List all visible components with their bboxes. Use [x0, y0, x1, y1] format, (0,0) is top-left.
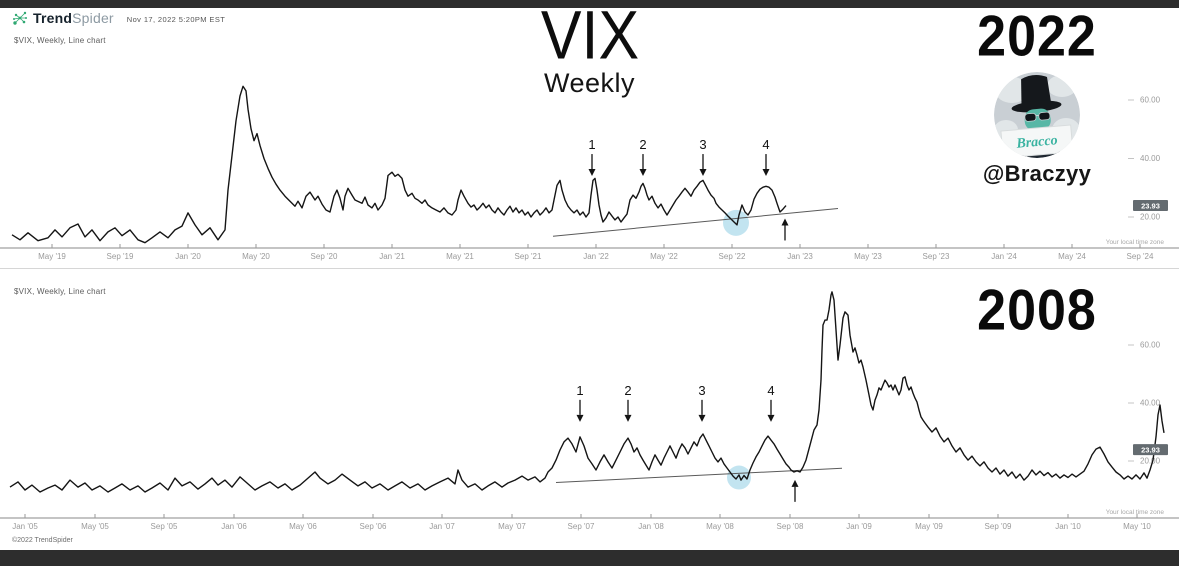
x-tick-label: May '22	[650, 252, 678, 261]
x-tick-label: May '23	[854, 252, 882, 261]
x-tick-label: May '07	[498, 522, 526, 531]
x-tick-label: May '20	[242, 252, 270, 261]
marker-label-4: 4	[767, 383, 774, 398]
x-tick-label: Jan '07	[429, 522, 455, 531]
x-tick-label: May '21	[446, 252, 474, 261]
x-tick-label: Sep '06	[360, 522, 387, 531]
x-tick-label: Sep '21	[515, 252, 542, 261]
avatar: Bracco	[994, 72, 1080, 158]
highlight-circle	[723, 209, 749, 236]
marker-label-4: 4	[762, 137, 769, 152]
timezone-note: Your local time zone	[1106, 509, 1165, 516]
vix-2022-chart-canvas[interactable]: May '19 Sep '19 Jan '20 May '20 Sep '20 Jan '…	[0, 8, 1179, 268]
brand-light: Spider	[72, 10, 114, 26]
sunglasses	[1024, 111, 1051, 122]
up-arrow-icon	[791, 479, 799, 487]
page-title: VIX	[540, 0, 639, 74]
x-tick-label: May '10	[1123, 522, 1151, 531]
last-price-badge: 23.93	[1133, 200, 1168, 212]
y-tick-label: 20.00	[1140, 213, 1161, 222]
x-tick-label: Jan '20	[175, 252, 201, 261]
x-tick-label: Jan '05	[12, 522, 38, 531]
x-tick-label: May '08	[706, 522, 734, 531]
last-price-badge: 23.93	[1133, 444, 1168, 456]
x-tick-label: Jan '23	[787, 252, 813, 261]
brand-bold: Trend	[33, 10, 73, 26]
x-tick-label: Sep '09	[985, 522, 1012, 531]
x-tick-label: Jan '24	[991, 252, 1017, 261]
price-line	[9, 291, 1165, 493]
x-tick-label: May '19	[38, 252, 66, 261]
timezone-note: Your local time zone	[1106, 239, 1165, 246]
x-tick-label: Jan '08	[638, 522, 664, 531]
sign-board: Bracco	[1000, 124, 1074, 158]
user-handle: @Braczyy	[982, 161, 1092, 186]
axis: Jan '05 May '05 Sep '05 Jan '06 May '06 Sep '…	[0, 341, 1179, 531]
annotations	[552, 208, 839, 237]
year-label-2022: 2022	[977, 4, 1097, 69]
x-tick-label: May '05	[81, 522, 109, 531]
year-label-2008: 2008	[977, 278, 1097, 343]
marker-label-2: 2	[624, 383, 631, 398]
vix-2008-chart-canvas[interactable]: Jan '05 May '05 Sep '05 Jan '06 May '06 Sep '…	[0, 269, 1179, 550]
bottom-window-bar	[0, 550, 1179, 566]
page-subtitle: Weekly	[543, 68, 636, 98]
y-tick-label: 60.00	[1140, 96, 1161, 105]
last-price-value: 23.93	[1141, 445, 1160, 454]
trendspider-logo: TrendSpider Nov 17, 2022 5:20PM EST	[12, 10, 225, 26]
copyright-notice: ©2022 TrendSpider	[12, 537, 73, 544]
last-price-value: 23.93	[1141, 201, 1160, 210]
y-tick-label: 40.00	[1140, 154, 1161, 163]
price-line	[11, 85, 787, 244]
numbered-markers: 1 2 3 4	[588, 137, 789, 241]
chart-timestamp: Nov 17, 2022 5:20PM EST	[126, 14, 226, 24]
x-tick-label: Sep '19	[107, 252, 134, 261]
x-tick-label: Jan '09	[846, 522, 872, 531]
up-arrow-icon	[781, 218, 789, 226]
numbered-markers: 1 2 3 4	[576, 383, 799, 502]
marker-label-2: 2	[639, 137, 646, 152]
x-tick-label: Sep '08	[777, 522, 804, 531]
sign-text: Bracco	[1015, 133, 1058, 152]
symbol-label-2008: $VIX, Weekly, Line chart	[14, 287, 106, 296]
marker-label-1: 1	[576, 383, 583, 398]
y-tick-label: 20.00	[1140, 457, 1161, 466]
axis: May '19 Sep '19 Jan '20 May '20 Sep '20 Jan '…	[0, 96, 1179, 261]
top-window-bar	[0, 0, 1179, 8]
trendline	[555, 467, 843, 483]
marker-label-3: 3	[698, 383, 705, 398]
marker-label-1: 1	[588, 137, 595, 152]
trendspider-web-icon	[13, 11, 27, 25]
x-tick-label: Jan '10	[1055, 522, 1081, 531]
panel-divider	[0, 268, 1179, 269]
x-tick-label: Sep '05	[151, 522, 178, 531]
x-tick-label: Sep '24	[1127, 252, 1154, 261]
x-tick-label: Sep '20	[311, 252, 338, 261]
x-tick-label: Jan '22	[583, 252, 609, 261]
x-tick-label: May '24	[1058, 252, 1086, 261]
x-tick-label: Sep '22	[719, 252, 746, 261]
symbol-label-2022: $VIX, Weekly, Line chart	[14, 36, 106, 45]
brand-name: TrendSpider	[33, 10, 114, 26]
x-tick-label: May '06	[289, 522, 317, 531]
marker-label-3: 3	[699, 137, 706, 152]
highlight-circle	[727, 465, 751, 490]
x-tick-label: Jan '06	[221, 522, 247, 531]
title-block: VIX Weekly	[540, 0, 639, 99]
x-tick-label: Jan '21	[379, 252, 405, 261]
trendline	[552, 208, 839, 237]
annotations	[555, 465, 843, 490]
y-tick-label: 60.00	[1140, 341, 1161, 350]
x-tick-label: Sep '23	[923, 252, 950, 261]
x-tick-label: Sep '07	[568, 522, 595, 531]
avatar-image: Bracco	[994, 72, 1080, 158]
y-tick-label: 40.00	[1140, 399, 1161, 408]
x-tick-label: May '09	[915, 522, 943, 531]
